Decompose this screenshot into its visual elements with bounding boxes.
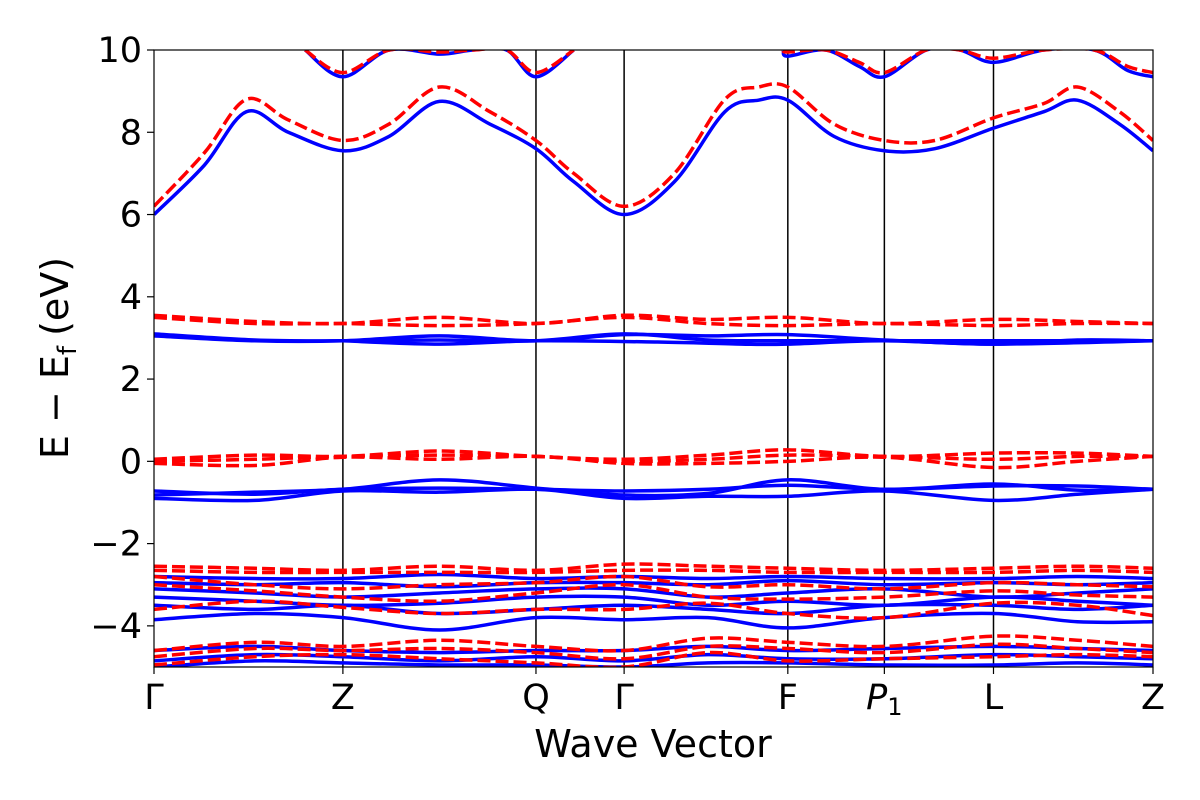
x-axis-ticks: Γ Z Q Γ F P1 L Z [144,667,1165,721]
y-tick-label: 10 [97,31,142,71]
solid-band-line [154,578,1153,589]
y-axis-ticks: −4 −2 0 2 4 6 8 10 [90,31,154,647]
y-tick-label: 0 [120,442,142,482]
x-tick-label: Q [522,678,550,718]
dashed-band-line [781,50,1153,75]
dashed-band-line [154,582,1153,604]
solid-band-line [154,487,1153,503]
x-tick-label: P1 [866,678,902,721]
x-tick-label: Γ [144,678,164,718]
dashed-band-line [154,568,1153,575]
dashed-band-line [154,454,1153,470]
plot-frame [153,49,1154,668]
solid-band-line [154,658,1153,667]
band-lines [154,50,1153,667]
dashed-band-line [154,634,1153,653]
solid-band-line [154,95,1153,217]
y-tick-label: 4 [120,278,142,318]
dashed-band-line [154,82,1153,209]
dashed-band-line [154,562,1153,573]
x-tick-label: L [984,678,1004,718]
x-tick-label: Z [331,678,355,718]
solid-band-line [154,572,1153,581]
y-tick-label: −2 [90,525,142,565]
dashed-band-line [154,650,1153,667]
high-symmetry-lines [342,50,995,667]
x-tick-label: Z [1141,678,1165,718]
dashed-band-line [304,50,575,75]
y-axis-label: E − Ef(eV) [33,257,83,459]
solid-band-line [342,338,1153,347]
y-tick-label: 6 [120,196,142,236]
dashed-band-line [154,574,1153,591]
y-tick-label: −4 [90,607,142,647]
x-tick-label: Γ [614,678,634,718]
x-tick-label: F [778,678,798,718]
y-tick-label: 2 [120,360,142,400]
solid-band-line [154,478,1153,498]
dashed-band-line [154,315,1153,328]
dashed-band-line [154,642,1153,661]
solid-band-line [154,611,1153,632]
dashed-band-line [154,599,1153,620]
y-tick-label: 8 [120,113,142,153]
x-axis-label: Wave Vector [534,722,772,766]
